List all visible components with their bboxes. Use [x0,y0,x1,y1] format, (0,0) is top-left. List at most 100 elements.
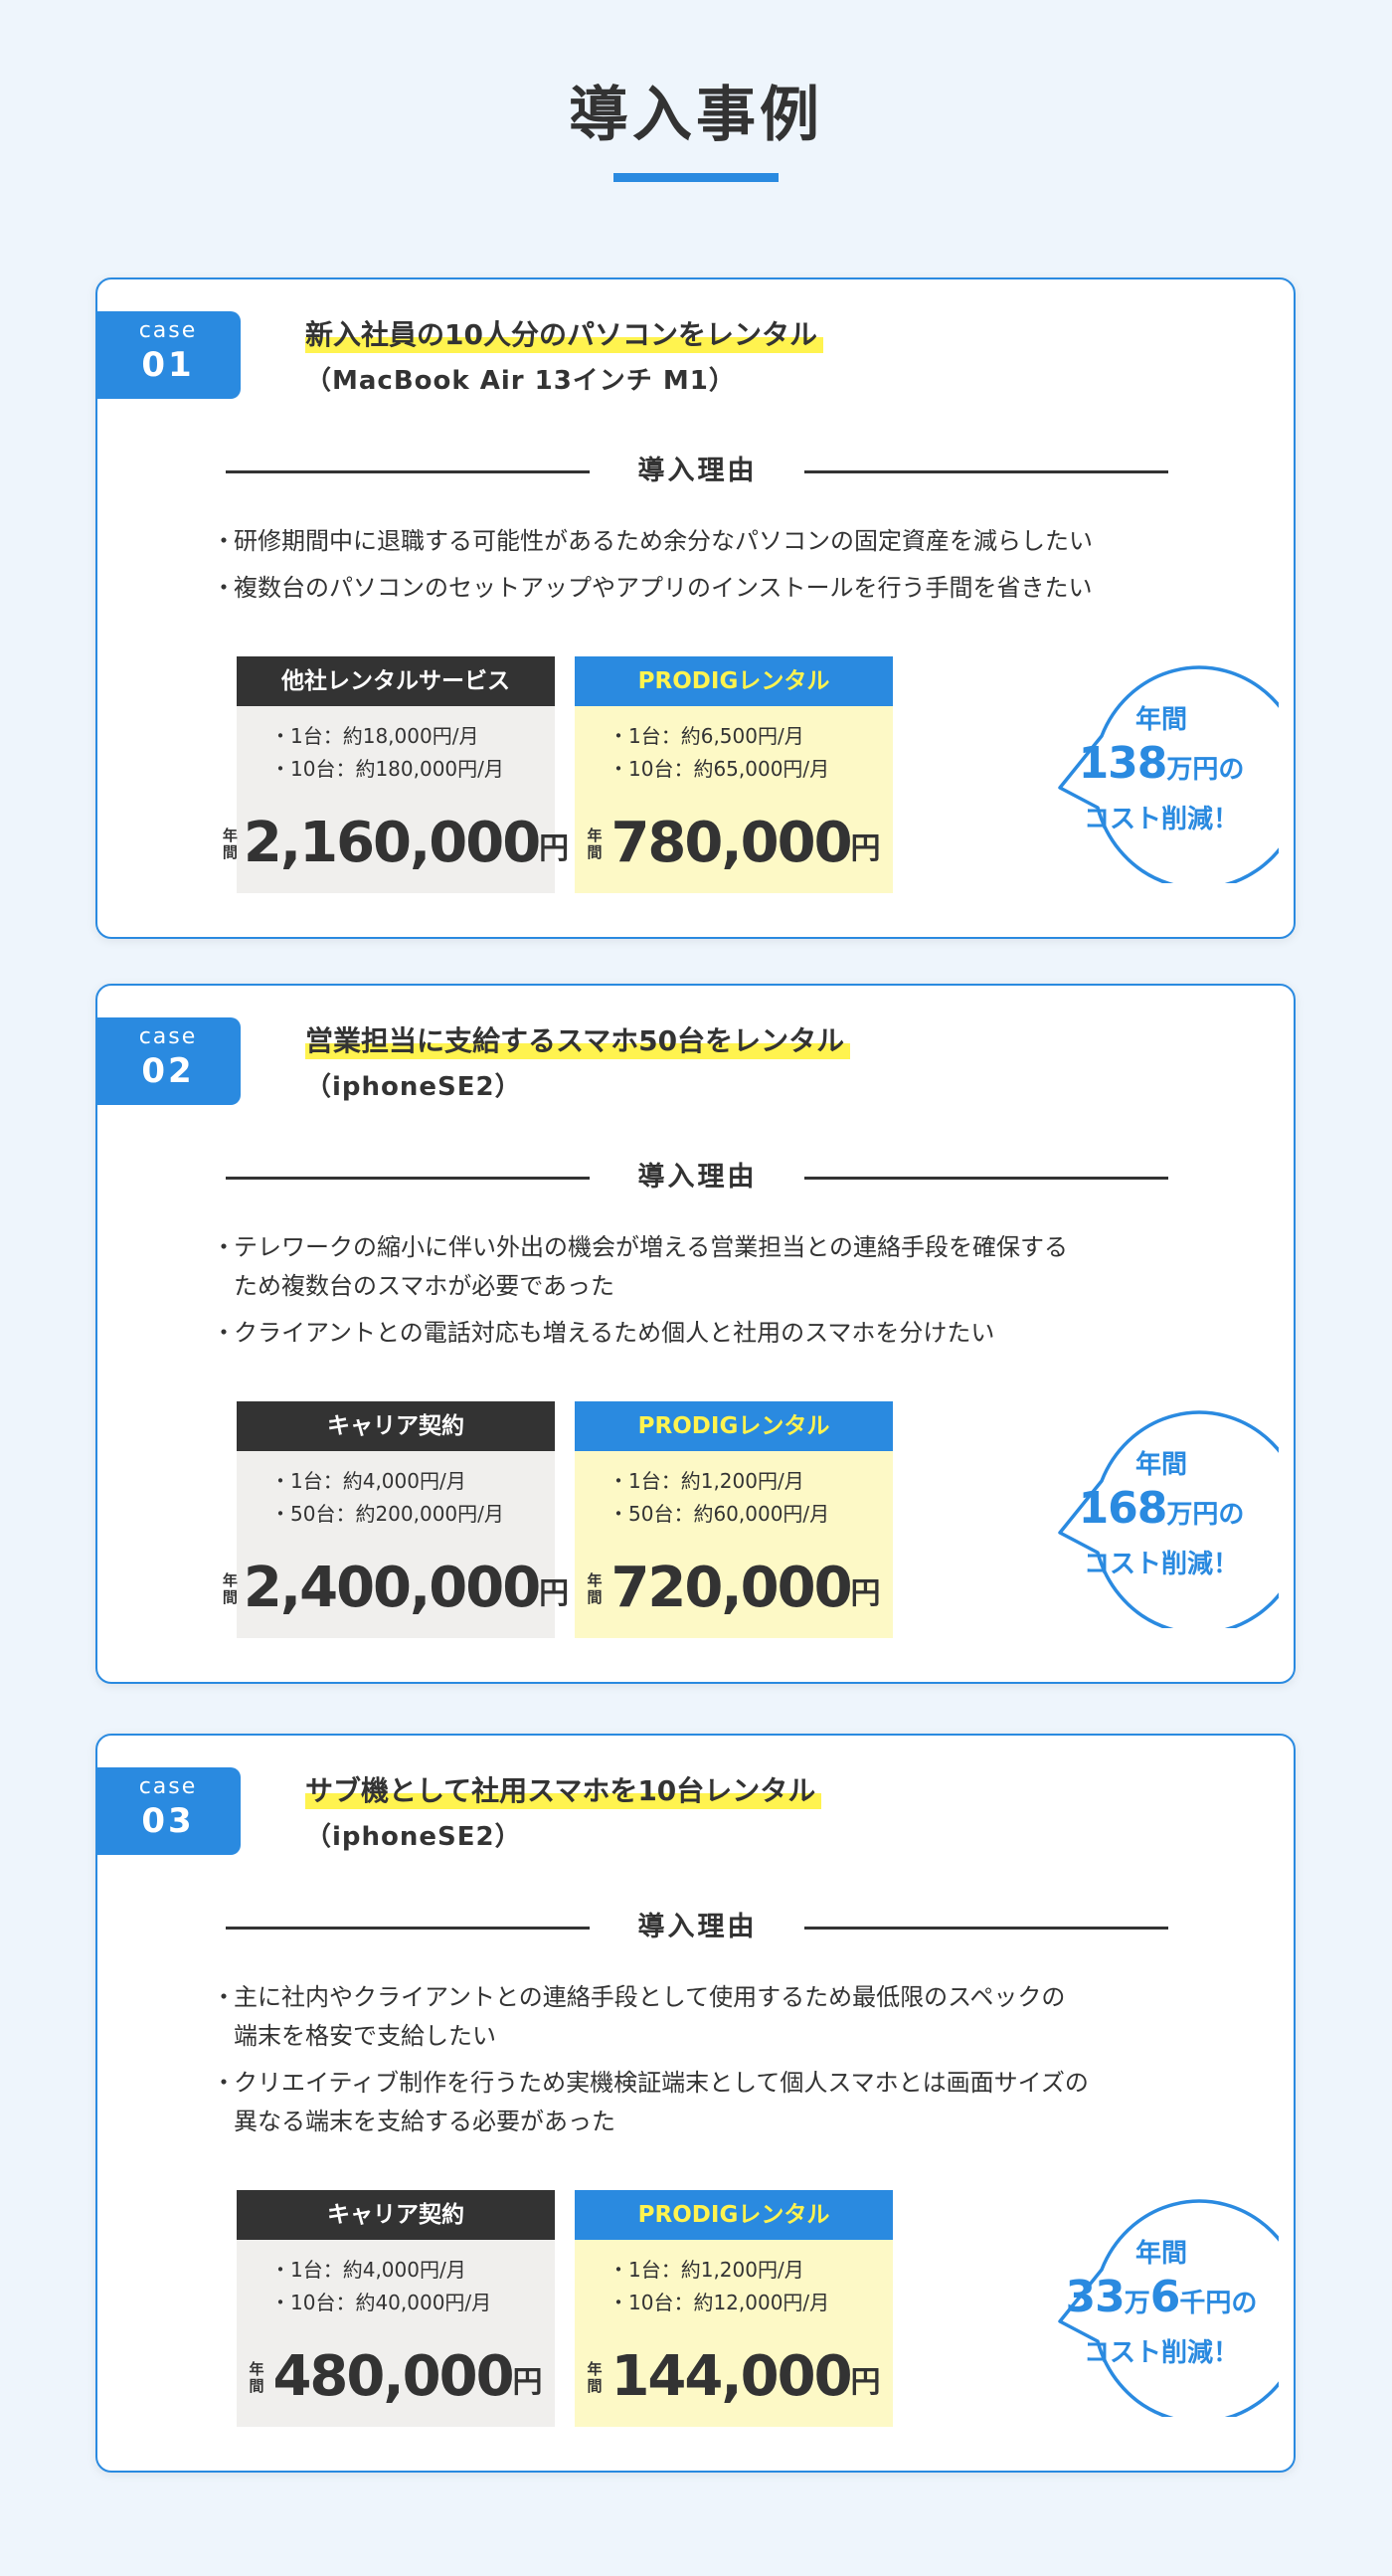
bullet-dot: ・ [212,1983,236,2011]
speech-bubble-shape [1058,665,1279,883]
divider-line-left [226,1927,590,1930]
price-box-header: キャリア契約 [237,2190,555,2240]
savings-bubble: 年間 138万円のコスト削減！ [1054,658,1279,883]
bullet-dot: ・ [212,1233,236,1261]
case-card: case 01 新入社員の10人分のパソコンをレンタル （MacBook Air 13… [95,277,1296,939]
case-badge: case 02 [95,1017,241,1105]
case-card: case 03 サブ機として社用スマホを10台レンタル （iphoneSE2） 導入理由… [95,1734,1296,2473]
price-row: ・50台：約60,000円/月 [609,1502,830,1526]
reason-line: 異なる端末を支給する必要があった [234,2108,615,2135]
savings-amount-part: 千円の [1179,2288,1258,2318]
annual-label: 年間 [587,2360,603,2395]
case-badge: case 03 [95,1767,241,1855]
reason-item: ・クライアントとの電話対応も増えるため個人と社用のスマホを分けたい [212,1314,1294,1353]
bullet-dot: ・ [212,2069,236,2097]
savings-text: 年間 33万6千円の コスト削減！ [1054,2192,1269,2417]
annual-amount: 144,000 [610,2344,852,2409]
case-title: 新入社員の10人分のパソコンをレンタル [305,317,823,353]
divider-line-right [804,1927,1168,1930]
price-row: ・10台：約12,000円/月 [609,2291,830,2314]
reason-item: ・研修期間中に退職する可能性があるため余分なパソコンの固定資産を減らしたい [212,522,1294,561]
reason-line: 複数台のパソコンのセットアップやアプリのインストールを行う手間を省きたい [234,574,1093,602]
competitor-price-box: キャリア契約・1台：約4,000円/月・10台：約40,000円/月年間 480,… [237,2190,555,2427]
price-rows: ・1台：約18,000円/月・10台：約180,000円/月 [237,706,555,786]
case-header: サブ機として社用スマホを10台レンタル （iphoneSE2） [97,1736,1294,1908]
speech-bubble-shape [1058,1410,1279,1628]
price-row: ・1台：約6,500円/月 [609,724,804,748]
price-comparison: キャリア契約 ・1台：約4,000円/月 ・50台：約200,000円/月 年間 2,4… [223,1401,1294,1638]
annual-total: 年間 2,160,000 円 [223,814,569,873]
price-box-header: PRODIGレンタル [575,1401,893,1451]
case-badge-label: case [138,318,198,343]
case-subtitle: （iphoneSE2） [305,1822,522,1852]
price-row: ・10台：約40,000円/月 [270,2291,492,2314]
case-title: 営業担当に支給するスマホ50台をレンタル [305,1023,851,1059]
case-badge: case 01 [95,311,241,399]
speech-bubble-shape [1058,2199,1279,2417]
savings-caption: コスト削減！ [1083,804,1239,834]
savings-amount: 138万円の [1079,737,1245,800]
savings-amount-part: 33 [1065,2271,1126,2322]
case-subtitle: （iphoneSE2） [305,1072,522,1102]
reason-list: ・研修期間中に退職する可能性があるため余分なパソコンの固定資産を減らしたい・複数… [97,522,1294,608]
price-row: ・10台：約65,000円/月 [609,757,830,781]
reason-divider: 導入理由 [97,1158,1294,1197]
savings-amount-part: 万円の [1166,754,1245,785]
annual-amount: 720,000 [610,1556,852,1620]
savings-period: 年間 [1134,1449,1187,1480]
case-badge-label: case [138,1024,198,1049]
currency-unit: 円 [539,831,570,866]
price-box-header: 他社レンタルサービス [237,656,555,706]
price-rows: ・1台：約1,200円/月・10台：約12,000円/月 [575,2240,893,2319]
annual-label: 年間 [587,1571,603,1606]
savings-amount-part: 万 [1124,2288,1150,2318]
competitor-price-box: 他社レンタルサービス・1台：約18,000円/月・10台：約180,000円/月… [223,656,569,893]
price-rows: ・1台：約6,500円/月・10台：約65,000円/月 [575,706,893,786]
price-row: ・10台：約180,000円/月 [270,757,504,781]
price-comparison: キャリア契約 ・1台：約4,000円/月 ・10台：約40,000円/月 年間 480,… [237,2190,1294,2427]
currency-unit: 円 [539,1576,570,1611]
savings-amount-part: 万円の [1166,1499,1245,1530]
currency-unit: 円 [850,1576,881,1611]
price-comparison: 他社レンタルサービス・1台：約18,000円/月・10台：約180,000円/月… [223,656,1294,893]
price-rows: ・1台：約4,000円/月・50台：約200,000円/月 [237,1451,555,1531]
annual-total: 年間 780,000 円 [575,814,893,873]
price-row: ・1台：約1,200円/月 [609,2258,804,2282]
savings-text: 年間 168万円のコスト削減！ [1054,1403,1269,1628]
case-badge-label: case [138,1774,198,1799]
currency-unit: 円 [850,2365,881,2400]
price-row: ・1台：約4,000円/月 [270,1469,466,1493]
prodig-price-box: PRODIGレンタル ・1台：約1,200円/月 ・10台：約12,000円/月 年間… [575,2190,893,2427]
annual-total: 年間 480,000 円 [237,2347,555,2407]
case-badge-number: 03 [141,1801,195,1841]
reason-heading: 導入理由 [637,456,758,486]
reason-divider: 導入理由 [97,1908,1294,1947]
savings-period: 年間 [1134,2238,1187,2269]
savings-caption: コスト削減！ [1083,1549,1239,1579]
savings-amount: 168万円の [1079,1482,1245,1545]
competitor-price-box: キャリア契約 ・1台：約4,000円/月 ・50台：約200,000円/月 年間 2,4… [223,1401,569,1638]
price-row: ・1台：約4,000円/月 [270,2258,466,2282]
case-card: case 02 営業担当に支給するスマホ50台をレンタル （iphoneSE2） 導入理… [95,984,1296,1684]
savings-period: 年間 [1134,704,1187,735]
divider-line-left [226,470,590,473]
currency-unit: 円 [512,2365,543,2400]
annual-label: 年間 [222,1571,238,1606]
reason-line: 研修期間中に退職する可能性があるため余分なパソコンの固定資産を減らしたい [234,527,1093,555]
divider-line-right [804,1177,1168,1180]
page-title: 導入事例 [569,81,823,150]
annual-label: 年間 [249,2360,264,2395]
price-row: ・50台：約200,000円/月 [270,1502,504,1526]
annual-amount: 480,000 [272,2344,514,2409]
title-underline [613,173,779,182]
price-row: ・1台：約18,000円/月 [270,724,479,748]
divider-line-left [226,1177,590,1180]
reason-item: ・複数台のパソコンのセットアップやアプリのインストールを行う手間を省きたい [212,569,1294,608]
annual-label: 年間 [587,827,603,861]
savings-bubble: 年間 33万6千円の コスト削減！ [1054,2192,1279,2417]
reason-line: ため複数台のスマホが必要であった [234,1272,615,1300]
reason-line: 主に社内やクライアントとの連絡手段として使用するため最低限のスペックの [234,1983,1066,2011]
prodig-price-box: PRODIGレンタル ・1台：約1,200円/月 ・50台：約60,000円/月 年間… [575,1401,893,1638]
annual-total: 年間 720,000 円 [575,1559,893,1618]
reason-line: クライアントとの電話対応も増えるため個人と社用のスマホを分けたい [234,1319,995,1347]
